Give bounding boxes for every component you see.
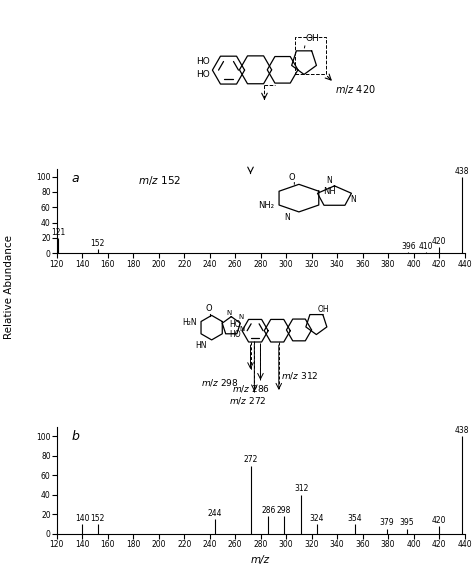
Text: a: a — [71, 172, 79, 184]
Text: 121: 121 — [51, 228, 65, 237]
Text: 396: 396 — [401, 242, 416, 251]
Text: N: N — [350, 195, 356, 204]
Text: 152: 152 — [91, 239, 105, 249]
Text: 298: 298 — [276, 506, 291, 515]
Text: NH: NH — [323, 187, 336, 196]
Text: NH₂: NH₂ — [258, 200, 273, 210]
Text: HN: HN — [195, 341, 207, 350]
Text: 244: 244 — [208, 509, 222, 518]
Text: 420: 420 — [432, 515, 447, 525]
Text: OH: OH — [318, 305, 329, 313]
Text: H₂N: H₂N — [182, 318, 197, 327]
Text: N: N — [284, 213, 291, 222]
Text: $m/z$ $\mathit{272}$: $m/z$ $\mathit{272}$ — [228, 395, 266, 406]
Text: $m/z$ $\mathit{286}$: $m/z$ $\mathit{286}$ — [232, 383, 270, 394]
Text: 420: 420 — [432, 237, 447, 246]
Text: 272: 272 — [243, 455, 258, 464]
Text: HO: HO — [196, 69, 210, 79]
Text: Relative Abundance: Relative Abundance — [4, 235, 15, 339]
Text: $m/z$ $\mathit{312}$: $m/z$ $\mathit{312}$ — [281, 370, 318, 382]
Text: N: N — [227, 310, 232, 316]
Text: 438: 438 — [455, 166, 469, 176]
Text: $m/z$ $\mathit{420}$: $m/z$ $\mathit{420}$ — [335, 83, 375, 96]
Text: N: N — [240, 326, 245, 332]
Text: N: N — [326, 176, 332, 185]
Text: 354: 354 — [347, 514, 362, 522]
Text: $m/z\ \mathit{152}$: $m/z\ \mathit{152}$ — [138, 174, 182, 187]
X-axis label: m/z: m/z — [251, 554, 270, 565]
Text: 379: 379 — [380, 518, 394, 528]
Text: 395: 395 — [400, 518, 414, 528]
Text: $m/z$ $\mathit{298}$: $m/z$ $\mathit{298}$ — [201, 377, 239, 387]
Text: N: N — [239, 315, 244, 320]
Text: HO: HO — [196, 57, 210, 66]
Text: O: O — [289, 173, 295, 182]
Text: 410: 410 — [419, 242, 434, 251]
Text: 286: 286 — [261, 506, 275, 515]
Text: OH: OH — [306, 34, 319, 43]
Text: HO: HO — [229, 320, 240, 329]
Text: 312: 312 — [294, 484, 309, 493]
Text: O: O — [206, 304, 212, 313]
Text: 324: 324 — [310, 514, 324, 522]
Text: b: b — [71, 430, 79, 443]
Text: 438: 438 — [455, 426, 469, 435]
Text: 140: 140 — [75, 514, 90, 522]
Text: HO: HO — [229, 330, 240, 339]
Text: 152: 152 — [91, 514, 105, 522]
